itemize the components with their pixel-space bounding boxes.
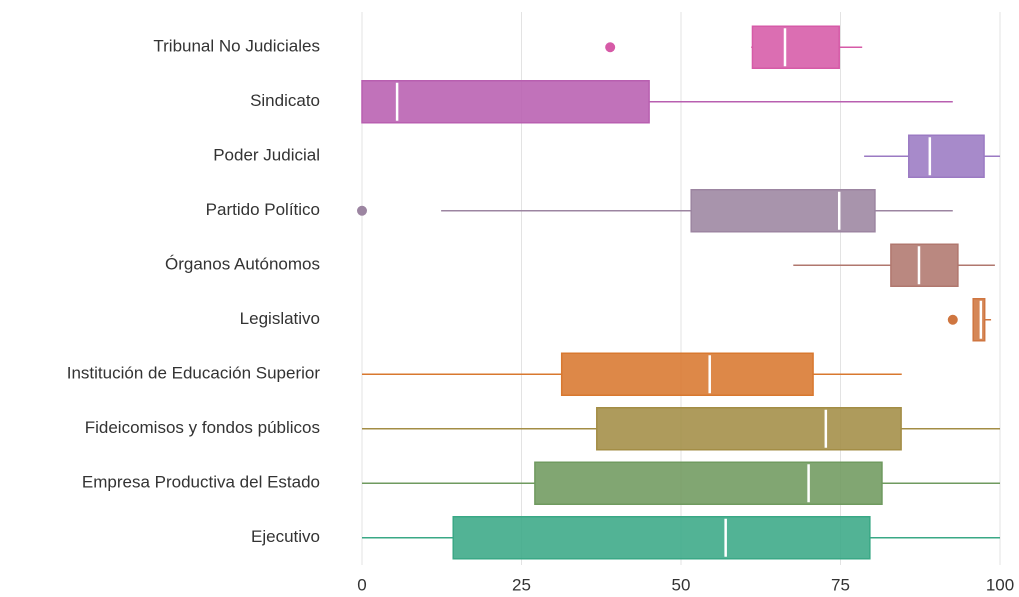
box — [596, 407, 902, 451]
box — [751, 25, 840, 69]
y-tick-label: Tribunal No Judiciales — [153, 37, 320, 56]
y-tick-label: Órganos Autónomos — [165, 255, 320, 274]
y-tick-label: Partido Político — [206, 200, 320, 219]
box — [452, 516, 871, 560]
y-tick-label: Institución de Educación Superior — [67, 364, 321, 383]
x-tick-label: 0 — [357, 575, 366, 594]
outlier — [357, 205, 367, 216]
y-tick-label: Ejecutivo — [251, 527, 320, 546]
outlier — [605, 42, 616, 53]
box — [890, 243, 959, 287]
box — [690, 189, 876, 233]
y-tick-label: Poder Judicial — [213, 146, 320, 165]
y-tick-label: Sindicato — [250, 91, 320, 110]
x-tick-label: 75 — [831, 575, 850, 594]
y-tick-label: Empresa Productiva del Estado — [82, 473, 320, 492]
box — [972, 298, 986, 342]
y-tick-label: Fideicomisos y fondos públicos — [85, 418, 320, 437]
outlier — [947, 314, 958, 325]
x-tick-label: 50 — [672, 575, 691, 594]
x-tick-label: 25 — [512, 575, 531, 594]
y-tick-label: Legislativo — [240, 309, 320, 328]
box — [361, 80, 650, 124]
box — [534, 461, 883, 505]
x-tick-label: 100 — [986, 575, 1014, 594]
box — [908, 134, 985, 178]
box — [560, 352, 814, 396]
